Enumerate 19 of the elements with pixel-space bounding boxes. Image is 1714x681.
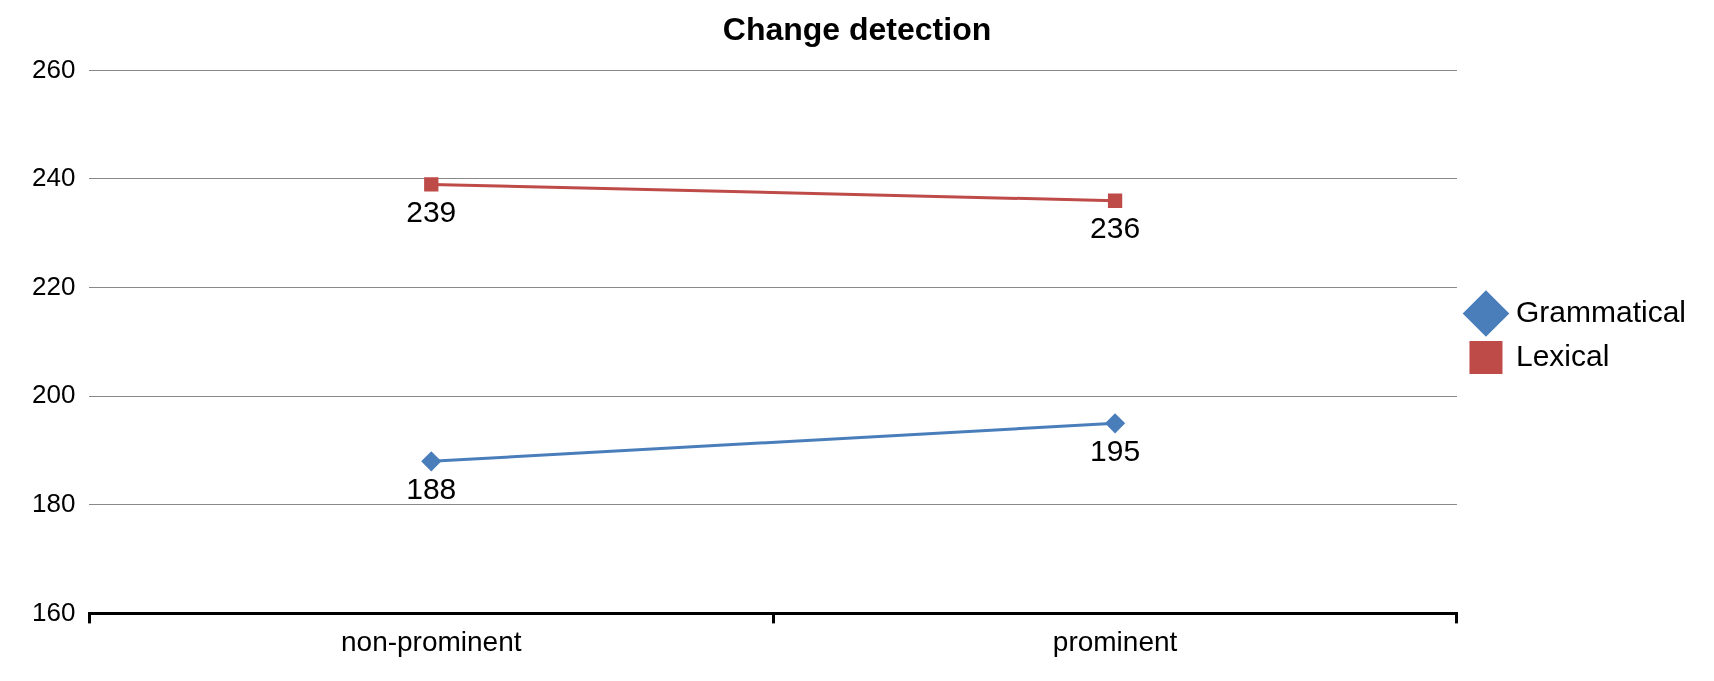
data-label: 239	[406, 194, 457, 228]
point	[424, 177, 439, 192]
point	[421, 451, 441, 471]
data-label: 195	[1090, 433, 1141, 467]
chart-title: Change detection	[722, 11, 992, 48]
data-label: 188	[406, 471, 457, 505]
y-tick-label: 160	[31, 596, 76, 627]
data-label: 236	[1090, 210, 1141, 244]
x-tick-label: prominent	[1052, 625, 1178, 657]
y-tick-label: 180	[31, 487, 76, 518]
legend-label: Grammatical	[1515, 294, 1687, 328]
y-tick-label: 240	[31, 162, 76, 193]
point	[1105, 413, 1125, 433]
y-tick-label: 200	[31, 379, 76, 410]
x-tick-label: non-prominent	[341, 625, 522, 657]
legend-label: Lexical	[1515, 338, 1610, 372]
point	[1107, 193, 1123, 208]
y-tick-label: 260	[31, 53, 76, 84]
y-tick-label: 220	[31, 270, 76, 301]
